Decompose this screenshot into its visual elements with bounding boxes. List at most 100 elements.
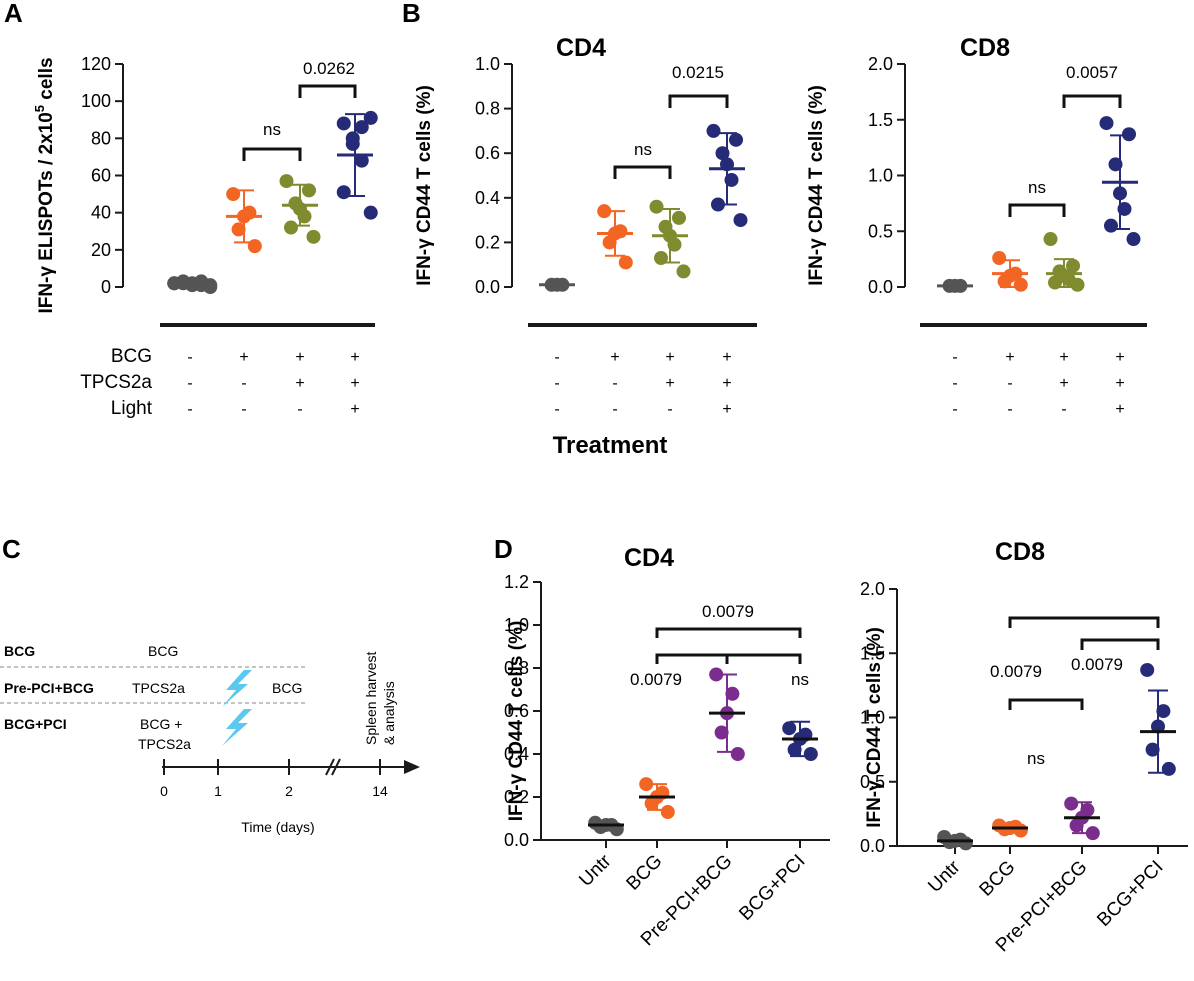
data-point [711, 197, 725, 212]
data-point [284, 220, 298, 235]
significance-bracket [1008, 698, 1084, 710]
treatment-sign: + [665, 375, 674, 392]
treatment-sign: + [295, 375, 304, 392]
p-value-label: ns [263, 120, 281, 139]
significance-bracket [1062, 94, 1122, 108]
p-value-label: ns [634, 140, 652, 159]
p-value-label: ns [1027, 749, 1045, 768]
schematic-step: BCG [272, 680, 302, 696]
timeline-tick-label: 2 [285, 783, 293, 799]
endpoint-label: & analysis [381, 681, 397, 745]
y-tick-label: 40 [91, 203, 111, 223]
data-point [714, 725, 729, 740]
significance-bracket [1008, 203, 1066, 217]
y-axis-label: IFN-γ CD44 T cells (%) [806, 85, 827, 286]
row-label-tpcs2a: TPCS2a [80, 372, 152, 393]
treatment-sign: - [952, 401, 957, 418]
chart-a-elispot: 0 20 40 60 80 100 120 IFN-γ ELISPOTs / 2x105 ce… [32, 54, 378, 327]
data-point [1145, 742, 1160, 757]
chart-b-cd4: 0.0 0.2 0.4 0.6 0.8 1.0 IFN-γ CD44 T cells (%)… [414, 34, 757, 327]
data-point [1113, 186, 1127, 201]
data-point [1104, 218, 1118, 233]
treatment-label: Treatment [553, 432, 668, 459]
y-tick-label: 0.2 [504, 787, 529, 807]
data-point [729, 132, 743, 147]
data-point [279, 174, 294, 189]
data-point [1085, 826, 1100, 841]
data-point [618, 255, 633, 270]
data-point [1161, 761, 1176, 776]
treatment-sign: - [612, 375, 617, 392]
data-point [302, 183, 316, 198]
y-tick-label: 0.5 [860, 772, 885, 792]
treatment-sign: - [187, 349, 192, 366]
axis-break [331, 758, 341, 776]
y-axis-label: IFN-γ CD44 T cells (%) [864, 627, 885, 828]
treatment-sign: + [1115, 401, 1124, 418]
y-tick-label: 1.0 [860, 708, 885, 728]
data-point [803, 747, 818, 761]
y-tick-label: 0.0 [868, 277, 893, 297]
y-tick-label: 60 [91, 166, 111, 186]
treatment-signs-b-cd4: - + + + - - + + - - - + [554, 349, 731, 418]
data-point [672, 210, 686, 225]
treatment-sign: + [1005, 349, 1014, 366]
y-tick-label: 1.0 [504, 615, 529, 635]
data-point [1052, 264, 1067, 279]
p-value-label: 0.0215 [672, 63, 724, 82]
data-point [306, 229, 321, 244]
timeline-arrow-icon [404, 760, 420, 774]
treatment-sign: - [554, 401, 559, 418]
significance-bracket [655, 627, 802, 638]
data-point [354, 120, 369, 135]
y-tick-label: 0.0 [860, 836, 885, 856]
data-point [992, 251, 1007, 266]
data-point [1066, 258, 1080, 273]
treatment-sign: - [952, 349, 957, 366]
treatment-sign: + [350, 375, 359, 392]
panel-letter-b: B [402, 0, 421, 28]
chart-title: CD8 [995, 538, 1045, 566]
y-tick-label: 0.4 [475, 188, 500, 208]
chart-title: CD4 [624, 544, 674, 572]
y-tick-label: 100 [81, 91, 111, 111]
data-point [1013, 277, 1028, 292]
data-point [336, 116, 351, 131]
row-label-light: Light [111, 398, 153, 419]
y-tick-label: 0 [101, 277, 111, 297]
y-axis-label: IFN-γ CD44 T cells (%) [414, 85, 435, 286]
significance-bracket [242, 147, 302, 161]
data-point [730, 747, 745, 761]
y-tick-label: 0.4 [504, 744, 529, 764]
p-value-label: ns [791, 670, 809, 689]
axis-break [325, 758, 335, 776]
treatment-sign: + [1115, 375, 1124, 392]
data-point [782, 721, 797, 736]
panel-letter-d: D [494, 534, 513, 564]
panel-letter-a: A [4, 0, 23, 28]
treatment-schematic: BCG BCG Pre-PCI+BCG TPCS2a BCG BCG+PCI B… [0, 643, 420, 835]
data-point [288, 196, 303, 211]
data-point [709, 667, 724, 682]
treatment-sign: - [1061, 401, 1066, 418]
y-tick-label: 1.0 [475, 54, 500, 74]
data-point [1151, 719, 1165, 734]
p-value-label: ns [1028, 178, 1046, 197]
y-axis-label: IFN-γ CD44 T cells (%) [506, 621, 527, 822]
y-tick-label: 1.5 [860, 643, 885, 663]
x-tick-label: BCG [623, 851, 667, 895]
data-point [363, 205, 378, 220]
p-value-label: 0.0079 [702, 602, 754, 621]
treatment-sign: + [722, 349, 731, 366]
row-label-bcg: BCG [111, 346, 152, 367]
timeline-tick-label: 1 [214, 783, 222, 799]
data-point [1099, 116, 1114, 131]
treatment-sign: - [952, 375, 957, 392]
treatment-sign: + [1059, 375, 1068, 392]
data-point [1108, 157, 1123, 172]
treatment-sign: - [667, 401, 672, 418]
data-point [733, 213, 748, 228]
y-axis-label: IFN-γ ELISPOTs / 2x105 cells [32, 57, 57, 313]
treatment-sign: + [722, 375, 731, 392]
data-point [1043, 232, 1058, 247]
